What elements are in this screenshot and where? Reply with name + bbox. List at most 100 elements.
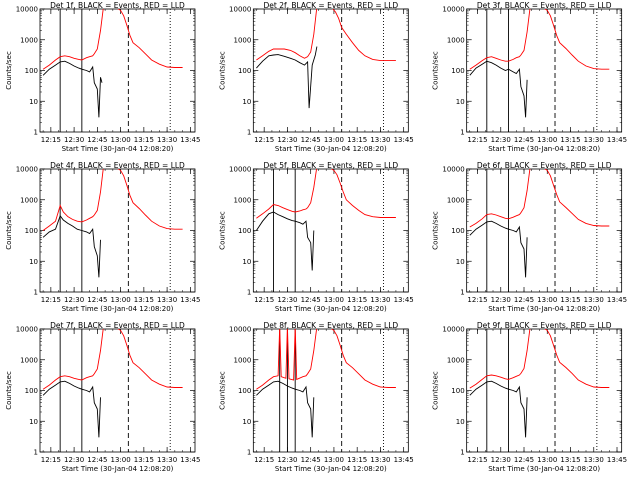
y-tick-label: 10000 <box>442 326 464 334</box>
x-tick-label: 12:30 <box>491 456 511 464</box>
events-series <box>469 220 528 278</box>
x-tick-label: 13:00 <box>537 456 557 464</box>
x-tick-label: 13:45 <box>180 456 200 464</box>
y-tick-label: 1 <box>247 289 251 297</box>
x-tick-label: 13:45 <box>180 296 200 304</box>
events-series <box>256 211 315 271</box>
x-axis-label: Start Time (30-Jan-04 12:08:20) <box>488 465 600 473</box>
x-tick-label: 12:15 <box>41 136 61 144</box>
panel-1: Det 1f, BLACK = Events, RED = LLD 1 10 100 1… <box>5 1 200 153</box>
panel-title: Det 7f, BLACK = Events, RED = LLD <box>50 321 185 330</box>
x-axis-label: Start Time (30-Jan-04 12:08:20) <box>62 305 174 313</box>
plot-frame <box>252 8 409 133</box>
y-tick-label: 1 <box>460 289 464 297</box>
lld-series <box>42 329 183 390</box>
y-tick-label: 10000 <box>16 6 38 14</box>
x-tick-label: 12:45 <box>87 296 107 304</box>
x-tick-label: 13:00 <box>111 136 131 144</box>
panel-title: Det 6f, BLACK = Events, RED = LLD <box>477 161 612 170</box>
plot-area <box>42 9 183 132</box>
x-tick-label: 12:15 <box>41 456 61 464</box>
panel-8: Det 8f, BLACK = Events, RED = LLD 1 10 100 1… <box>218 321 413 473</box>
x-tick-label: 13:45 <box>607 296 627 304</box>
y-tick-label: 1000 <box>20 356 38 364</box>
y-tick-label: 10 <box>242 258 251 266</box>
lld-series <box>42 9 183 70</box>
events-series <box>469 380 528 438</box>
lld-series <box>469 9 610 70</box>
y-tick-label: 1000 <box>234 356 252 364</box>
y-tick-label: 10 <box>456 418 465 426</box>
x-tick-label: 13:00 <box>324 136 344 144</box>
y-tick-label: 1000 <box>20 196 38 204</box>
y-tick-label: 1000 <box>234 196 252 204</box>
y-axis-label: Counts/sec <box>5 51 13 90</box>
x-axis-label: Start Time (30-Jan-04 12:08:20) <box>62 145 174 153</box>
x-tick-label: 12:45 <box>301 296 321 304</box>
panel-title: Det 3f, BLACK = Events, RED = LLD <box>477 1 612 10</box>
panel-3: Det 3f, BLACK = Events, RED = LLD 1 10 100 1… <box>432 1 627 153</box>
plot-area <box>256 169 396 292</box>
lld-series <box>469 169 610 228</box>
panel-7: Det 7f, BLACK = Events, RED = LLD 1 10 100 1… <box>5 321 200 473</box>
lld-series <box>469 329 610 389</box>
x-tick-label: 13:15 <box>134 296 154 304</box>
y-tick-label: 1000 <box>234 36 252 44</box>
y-tick-label: 10 <box>29 98 38 106</box>
lld-series <box>42 169 183 231</box>
y-tick-label: 1 <box>460 449 464 457</box>
plot-frame <box>466 168 623 293</box>
x-tick-label: 13:00 <box>537 296 557 304</box>
panel-9: Det 9f, BLACK = Events, RED = LLD 1 10 100 1… <box>432 321 627 473</box>
x-tick-label: 13:30 <box>157 296 177 304</box>
y-tick-label: 100 <box>238 387 251 395</box>
y-tick-label: 1000 <box>20 36 38 44</box>
y-tick-label: 100 <box>451 67 464 75</box>
y-axis-label: Counts/sec <box>432 371 440 410</box>
x-tick-label: 13:15 <box>347 136 367 144</box>
x-tick-label: 13:45 <box>394 296 414 304</box>
y-axis-label: Counts/sec <box>5 211 13 250</box>
x-tick-label: 12:15 <box>254 296 274 304</box>
x-tick-label: 12:45 <box>301 136 321 144</box>
x-tick-label: 12:15 <box>41 296 61 304</box>
plot-area <box>469 169 610 292</box>
x-tick-label: 13:00 <box>324 456 344 464</box>
x-tick-label: 13:15 <box>560 456 580 464</box>
panel-title: Det 9f, BLACK = Events, RED = LLD <box>477 321 612 330</box>
panel-4: Det 4f, BLACK = Events, RED = LLD 1 10 100 1… <box>5 161 200 313</box>
plot-area <box>42 169 183 292</box>
y-tick-label: 1 <box>247 449 251 457</box>
x-tick-label: 13:30 <box>370 456 390 464</box>
events-series <box>42 380 101 438</box>
y-axis-label: Counts/sec <box>218 371 226 410</box>
y-tick-label: 10000 <box>229 166 251 174</box>
x-axis-label: Start Time (30-Jan-04 12:08:20) <box>488 305 600 313</box>
x-tick-label: 13:30 <box>584 296 604 304</box>
y-tick-label: 1 <box>34 129 38 137</box>
x-tick-label: 12:30 <box>277 456 297 464</box>
y-tick-label: 100 <box>25 67 38 75</box>
lld-series <box>256 329 396 390</box>
x-tick-label: 13:30 <box>584 456 604 464</box>
y-tick-label: 100 <box>238 67 251 75</box>
y-tick-label: 10000 <box>229 6 251 14</box>
y-tick-label: 100 <box>25 387 38 395</box>
y-tick-label: 100 <box>451 387 464 395</box>
x-tick-label: 12:15 <box>467 296 487 304</box>
x-tick-label: 12:30 <box>277 136 297 144</box>
plot-frame <box>39 168 196 293</box>
y-tick-label: 1 <box>247 129 251 137</box>
x-tick-label: 13:30 <box>157 456 177 464</box>
y-tick-label: 10 <box>29 258 38 266</box>
x-axis-label: Start Time (30-Jan-04 12:08:20) <box>488 145 600 153</box>
x-tick-label: 12:15 <box>254 456 274 464</box>
plot-area <box>256 9 396 132</box>
x-tick-label: 12:30 <box>64 296 84 304</box>
x-tick-label: 13:45 <box>394 136 414 144</box>
events-series <box>42 214 101 278</box>
plot-area <box>42 329 183 452</box>
y-tick-label: 10000 <box>16 166 38 174</box>
plot-area <box>256 329 396 452</box>
x-tick-label: 13:15 <box>134 136 154 144</box>
